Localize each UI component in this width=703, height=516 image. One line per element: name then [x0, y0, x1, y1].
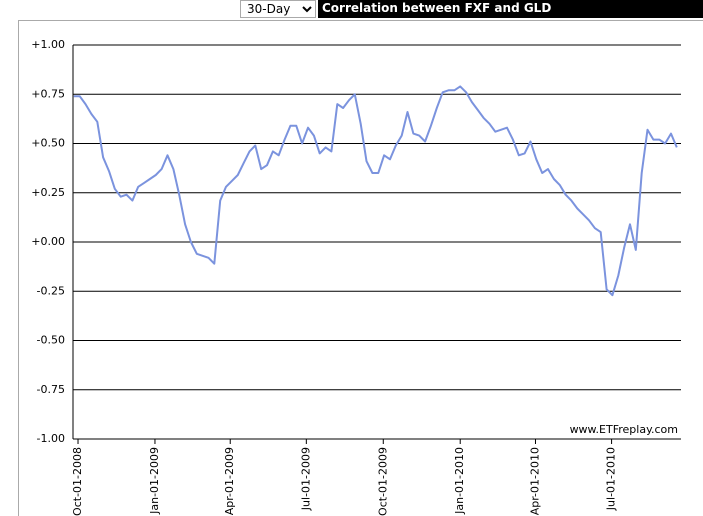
y-tick-label: +0.25: [31, 186, 65, 199]
y-tick-label: +0.00: [31, 235, 65, 248]
chart-frame: [18, 20, 703, 516]
x-tick-label: Oct-01-2009: [376, 447, 389, 516]
y-tick-label: +1.00: [31, 38, 65, 51]
y-tick-label: -0.25: [37, 284, 65, 297]
y-tick-label: -0.50: [37, 334, 65, 347]
x-tick-label: Jan-01-2009: [148, 447, 161, 515]
y-tick-label: +0.75: [31, 87, 65, 100]
y-tick-label: -0.75: [37, 383, 65, 396]
x-tick-label: Jan-01-2010: [453, 447, 466, 515]
x-tick-label: Oct-01-2008: [71, 447, 84, 516]
period-select[interactable]: 30-Day: [240, 0, 316, 18]
y-tick-label: +0.50: [31, 137, 65, 150]
x-tick-label: Jul-01-2010: [605, 447, 618, 511]
x-tick-label: Apr-01-2009: [223, 447, 236, 515]
data-line: [73, 85, 678, 297]
x-tick-label: Jul-01-2009: [299, 447, 312, 511]
x-tick-label: Apr-01-2010: [528, 447, 541, 515]
chart-title: Correlation between FXF and GLD: [318, 0, 703, 18]
y-tick-label: -1.00: [37, 432, 65, 445]
watermark: www.ETFreplay.com: [570, 423, 678, 436]
